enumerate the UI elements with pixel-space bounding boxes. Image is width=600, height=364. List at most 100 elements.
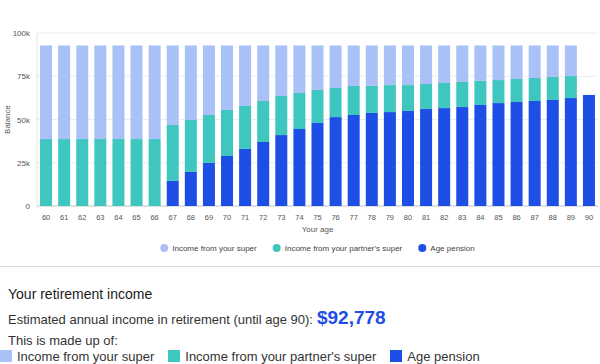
x-tick-label: 80 (404, 213, 412, 222)
bar-segment (94, 139, 106, 206)
x-tick-label: 81 (422, 213, 430, 222)
bar-segment (275, 45, 287, 96)
y-axis-title: Balance (3, 105, 12, 134)
x-tick-label: 75 (313, 213, 321, 222)
bar-segment (221, 110, 233, 156)
bar-segment (58, 45, 70, 139)
bar-segment (402, 45, 414, 85)
y-tick-label: 100k (13, 29, 31, 38)
bar-segment (492, 103, 504, 206)
bar-segment (330, 117, 342, 206)
summary-legend: Income from your superIncome from your p… (0, 349, 494, 364)
bar-segment (293, 45, 305, 93)
estimate-label: Estimated annual income in retirement (u… (8, 312, 313, 327)
bar-segment (438, 45, 450, 83)
bar-segment (565, 98, 577, 206)
bar-segment (420, 45, 432, 84)
x-tick-label: 66 (150, 213, 158, 222)
bar-segment (76, 139, 88, 206)
bar-segment (348, 86, 360, 115)
legend: Income from your super Income from your p… (160, 244, 475, 253)
x-tick-label: 77 (350, 213, 358, 222)
bar-segment (384, 45, 396, 85)
bar-segment (112, 139, 124, 206)
bar-segment (511, 45, 523, 79)
bar-segment (474, 105, 486, 206)
bar-segment (312, 45, 324, 89)
legend-label: Income from your super (172, 244, 257, 253)
bar-segment (40, 45, 52, 139)
bar-segment (58, 139, 70, 206)
bar-segment (529, 45, 541, 78)
x-tick-label: 88 (549, 213, 557, 222)
x-tick-label: 70 (223, 213, 231, 222)
bar-segment (547, 77, 559, 100)
bar-segment (185, 120, 197, 172)
legend-label: Age pension (430, 244, 474, 253)
y-tick-label: 25k (17, 159, 31, 168)
bar-segment (547, 100, 559, 206)
bar-segment (203, 163, 215, 206)
bar-segment (330, 45, 342, 88)
bar-segment (275, 96, 287, 135)
x-tick-label: 60 (42, 213, 50, 222)
bar-segment (293, 93, 305, 129)
summary-legend-swatch (0, 350, 12, 362)
x-tick-label: 74 (295, 213, 303, 222)
legend-label: Income from your partner's super (285, 244, 403, 253)
summary-legend-item: Income from your super (0, 349, 154, 364)
bar-segment (565, 45, 577, 76)
bar-segment (583, 94, 595, 95)
bar-segment (583, 95, 595, 206)
x-tick-label: 79 (386, 213, 394, 222)
bar-segment (384, 85, 396, 112)
x-tick-label: 90 (585, 213, 593, 222)
bar-segment (76, 45, 88, 139)
bar-segment (275, 135, 287, 206)
bar-segment (583, 94, 595, 95)
bar-segment (185, 45, 197, 120)
x-tick-label: 72 (259, 213, 267, 222)
bar-segment (438, 108, 450, 206)
bar-segment (366, 113, 378, 206)
x-tick-label: 61 (60, 213, 68, 222)
x-tick-label: 69 (205, 213, 213, 222)
bar-segment (420, 84, 432, 109)
y-tick-label: 0 (26, 202, 31, 211)
bar-segment (149, 139, 161, 206)
x-tick-label: 68 (187, 213, 195, 222)
summary-panel: Your retirement incomeEstimated annual i… (0, 266, 600, 364)
bar-segment (312, 123, 324, 206)
bar-segment (239, 45, 251, 106)
bar-segment (330, 88, 342, 117)
summary-legend-label: Age pension (407, 349, 479, 364)
x-tick-label: 64 (114, 213, 122, 222)
bar-segment (312, 90, 324, 123)
x-tick-label: 63 (96, 213, 104, 222)
x-tick-label: 73 (277, 213, 285, 222)
x-tick-label: 83 (458, 213, 466, 222)
x-tick-label: 78 (368, 213, 376, 222)
bar-segment (149, 45, 161, 139)
bar-segment (239, 106, 251, 149)
bars (40, 45, 595, 206)
grid-line (37, 33, 598, 34)
legend-marker (273, 244, 281, 252)
bar-segment (529, 101, 541, 206)
bar-segment (456, 82, 468, 107)
legend-marker (160, 244, 168, 252)
bar-segment (511, 79, 523, 102)
made-up-of: This is made up of: (8, 333, 118, 348)
x-tick-label: 76 (331, 213, 339, 222)
bar-segment (366, 45, 378, 85)
x-tick-label: 62 (78, 213, 86, 222)
bar-segment (257, 142, 269, 206)
bar-segment (420, 109, 432, 206)
bar-segment (221, 45, 233, 110)
x-tick-label: 85 (494, 213, 502, 222)
x-tick-label: 84 (476, 213, 484, 222)
bar-segment (131, 139, 143, 206)
summary-legend-item: Age pension (390, 349, 479, 364)
y-axis-line (37, 33, 38, 206)
x-tick-label: 71 (241, 213, 249, 222)
